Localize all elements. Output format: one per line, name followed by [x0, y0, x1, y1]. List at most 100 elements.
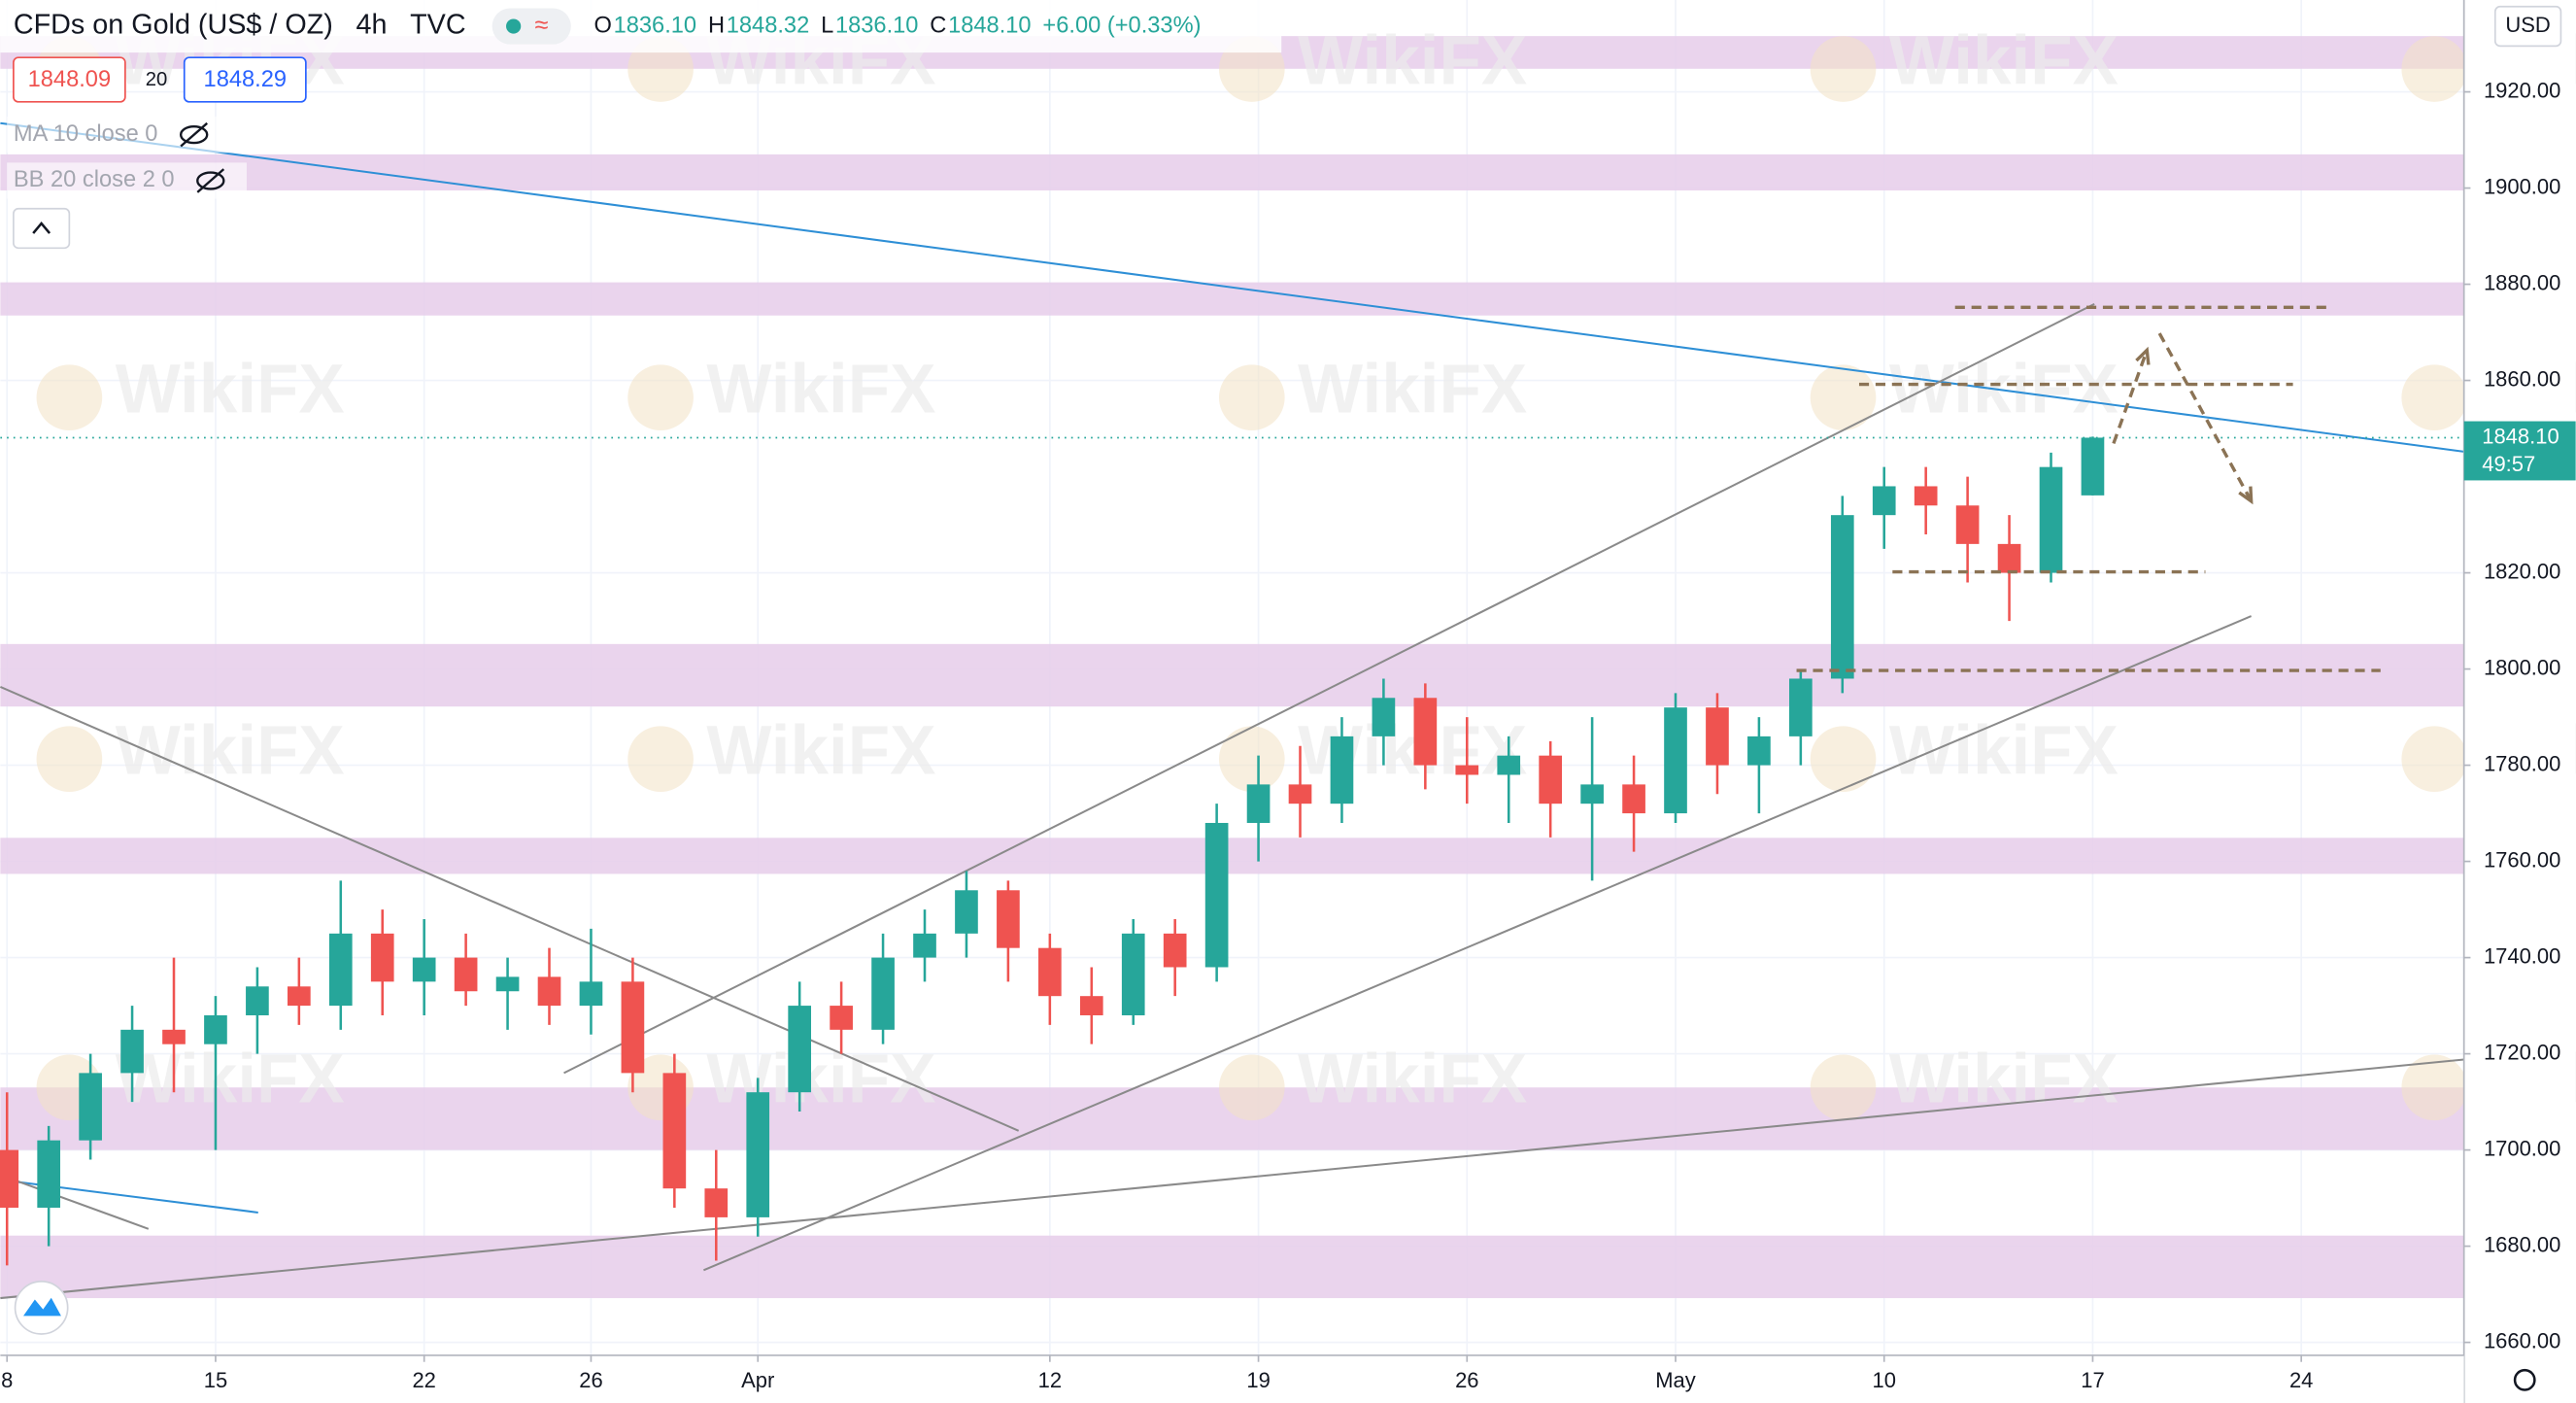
candle-body [1246, 784, 1271, 823]
candle-body [1288, 784, 1312, 804]
watermark: WikiFX [1298, 22, 1527, 99]
change: +6.00 (+0.33%) [1042, 13, 1201, 38]
candle-body [1664, 707, 1687, 814]
candle-body [1413, 698, 1438, 766]
candle-body [1204, 822, 1229, 968]
indicator-label[interactable]: BB 20 close 2 0 [14, 167, 175, 192]
x-tick-label: 24 [2289, 1368, 2313, 1392]
x-tick-label: 8 [1, 1368, 13, 1392]
candle-body [1955, 505, 1980, 544]
bid[interactable]: 1848.09 [28, 67, 112, 92]
watermark: WikiFX [1889, 713, 2118, 790]
y-tick-label: 1660.00 [2484, 1328, 2560, 1352]
time-axis [0, 1354, 2464, 1403]
watermark-logo [36, 364, 103, 431]
candle-body [37, 1140, 61, 1208]
candle-body [704, 1188, 729, 1217]
status-pill [491, 8, 571, 45]
candle-body [1497, 755, 1521, 775]
zone [0, 838, 2464, 874]
trend-line [0, 1174, 150, 1230]
candle-body [288, 986, 311, 1007]
watermark: WikiFX [1889, 1042, 2118, 1118]
watermark-logo [1218, 726, 1285, 792]
ohlc-key: C [930, 13, 946, 38]
candle-body [1789, 678, 1813, 736]
y-tick-label: 1800.00 [2484, 655, 2560, 679]
y-tick-label: 1760.00 [2484, 847, 2560, 872]
candle-body [1372, 698, 1396, 736]
y-tick-label: 1720.00 [2484, 1040, 2560, 1064]
bid-box[interactable] [13, 56, 126, 103]
settings-icon[interactable] [2513, 1368, 2536, 1391]
last-price-tag [2463, 421, 2576, 481]
candle-body [579, 981, 603, 1007]
ohlc-key: L [821, 13, 833, 38]
candle-body [662, 1073, 687, 1189]
candle-body [2081, 437, 2105, 496]
watermark-logo [2401, 36, 2468, 102]
last-price-label: 1848.10 [2482, 424, 2559, 448]
y-tick-label: 1880.00 [2484, 270, 2560, 294]
indicator-label[interactable]: MA 10 close 0 [14, 121, 158, 147]
status-icon: ≈ [535, 12, 549, 39]
candle-body [1079, 996, 1103, 1015]
watermark: WikiFX [116, 713, 345, 790]
candle-body [1580, 784, 1604, 804]
ohlc-value: 1836.10 [835, 13, 919, 38]
candle-body [1914, 486, 1938, 506]
candle-body [537, 976, 561, 1007]
watermark: WikiFX [706, 1042, 935, 1118]
candle-body [495, 976, 520, 992]
candle-body [871, 957, 895, 1030]
x-tick-label: 10 [1873, 1368, 1896, 1392]
candle-body [1706, 707, 1729, 766]
hidden-icon[interactable] [179, 125, 209, 145]
ask-box[interactable] [183, 56, 307, 103]
zone [0, 1235, 2464, 1299]
watermark: WikiFX [116, 352, 345, 428]
candle-body [454, 957, 478, 992]
candle-body [1747, 736, 1771, 766]
trend-line [0, 1058, 2464, 1300]
arrow-head [2135, 346, 2151, 365]
candle-body [621, 981, 645, 1074]
price-axis [2463, 0, 2576, 1403]
watermark-logo [1810, 1054, 1877, 1121]
candle-body [79, 1073, 102, 1141]
countdown: 49:57 [2482, 452, 2535, 476]
candle-body [204, 1014, 227, 1044]
candle-body [2039, 466, 2063, 573]
ask[interactable]: 1848.29 [204, 67, 288, 92]
x-tick-label: 22 [412, 1368, 435, 1392]
candle-body [1163, 933, 1187, 968]
watermark-logo [1218, 1054, 1285, 1121]
candle-body [788, 1006, 812, 1093]
watermark-logo [627, 726, 694, 792]
watermark: WikiFX [116, 1042, 345, 1118]
logo-mark [23, 1297, 61, 1317]
arrow [2112, 349, 2149, 444]
currency-box[interactable] [2493, 5, 2562, 48]
watermark: WikiFX [1889, 22, 2118, 99]
y-tick-label: 1740.00 [2484, 943, 2560, 968]
watermark: WikiFX [706, 713, 935, 790]
header-bg [0, 0, 1282, 53]
y-tick-label: 1820.00 [2484, 559, 2560, 583]
candle-body [955, 890, 978, 934]
candle-body [370, 933, 394, 982]
watermark-logo [1218, 364, 1285, 431]
currency[interactable]: USD [2505, 13, 2550, 37]
ohlc-key: O [593, 13, 611, 38]
candle-body [1539, 755, 1563, 804]
candle-body [1330, 736, 1354, 804]
hidden-icon[interactable] [196, 171, 225, 190]
watermark-logo [627, 364, 694, 431]
candle-body [1038, 947, 1062, 997]
collapse-button[interactable] [13, 207, 71, 250]
y-tick-label: 1700.00 [2484, 1136, 2560, 1160]
